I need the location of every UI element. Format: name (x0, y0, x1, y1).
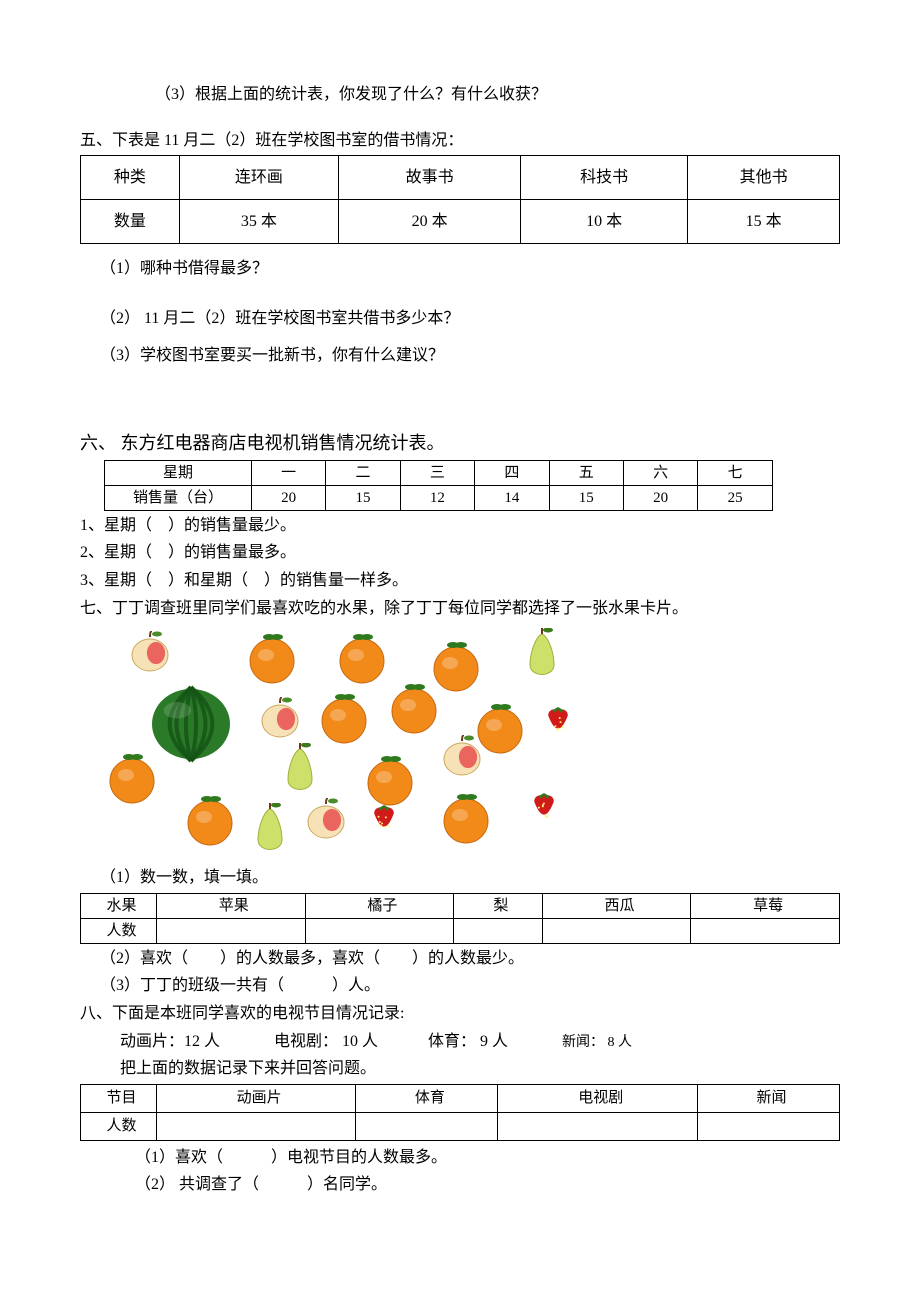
tbl6-r7: 25 (698, 485, 772, 510)
tbl6-h1: 一 (251, 460, 325, 485)
sec7-q3: （3）丁丁的班级一共有（ ）人。 (80, 973, 840, 999)
orange-icon (320, 693, 368, 747)
tbl7-r2 (305, 918, 454, 943)
tbl5-h2: 故事书 (339, 156, 521, 200)
tbl6-r2: 15 (326, 485, 400, 510)
sec8-table: 节目 动画片 体育 电视剧 新闻 人数 (80, 1084, 840, 1141)
apple-icon (442, 735, 482, 783)
tbl6-r0: 销售量（台） (105, 485, 252, 510)
tbl8-r3 (498, 1112, 698, 1140)
tbl8-r0: 人数 (81, 1112, 157, 1140)
sec6-q2: 2、星期（ ）的销售量最多。 (80, 540, 840, 566)
apple-icon (306, 798, 346, 846)
sec5-q1: （1）哪种书借得最多？ (80, 256, 840, 282)
tbl6-h6: 六 (623, 460, 697, 485)
tbl6-h7: 七 (698, 460, 772, 485)
tbl5-r0: 数量 (81, 200, 180, 244)
orange-icon (390, 683, 438, 737)
tbl6-r4: 14 (475, 485, 549, 510)
tbl5-r3: 10 本 (521, 200, 688, 244)
orange-icon (442, 793, 490, 847)
sec8-sport: 体育： 9 人 (428, 1029, 558, 1055)
sec6-q3: 3、星期（ ）和星期（ ）的销售量一样多。 (80, 568, 840, 594)
q3-text: （3）根据上面的统计表，你发现了什么？有什么收获？ (80, 82, 840, 108)
tbl6-h5: 五 (549, 460, 623, 485)
tbl7-r3 (454, 918, 542, 943)
apple-icon (260, 697, 300, 745)
strawberry-icon (544, 705, 572, 740)
sec5-table: 种类 连环画 故事书 科技书 其他书 数量 35 本 20 本 10 本 15 … (80, 155, 840, 244)
sec7-table: 水果 苹果 橘子 梨 西瓜 草莓 人数 (80, 893, 840, 944)
sec8-list: 动画片：12 人 电视剧： 10 人 体育： 9 人 新闻： 8 人 (80, 1029, 840, 1055)
tbl8-r4 (697, 1112, 839, 1140)
sec6-title: 六、 东方红电器商店电视机销售情况统计表。 (80, 429, 840, 458)
apple-icon (130, 631, 170, 679)
orange-icon (338, 633, 386, 687)
tbl8-h2: 体育 (356, 1084, 498, 1112)
tbl7-h0: 水果 (81, 893, 157, 918)
tbl7-r1 (156, 918, 305, 943)
tbl5-h0: 种类 (81, 156, 180, 200)
tbl6-h0: 星期 (105, 460, 252, 485)
tbl6-r3: 12 (400, 485, 474, 510)
tbl8-r1 (156, 1112, 356, 1140)
tbl6-r5: 15 (549, 485, 623, 510)
strawberry-icon (530, 791, 558, 826)
sec7-q2: （2）喜欢（ ）的人数最多，喜欢（ ）的人数最少。 (80, 946, 840, 972)
orange-icon (432, 641, 480, 695)
tbl7-h1: 苹果 (156, 893, 305, 918)
sec8-news: 新闻： 8 人 (562, 1032, 632, 1054)
tbl5-r2: 20 本 (339, 200, 521, 244)
tbl8-r2 (356, 1112, 498, 1140)
sec8-instr: 把上面的数据记录下来并回答问题。 (80, 1056, 840, 1082)
tbl5-h3: 科技书 (521, 156, 688, 200)
sec8-q2: （2） 共调查了（ ）名同学。 (80, 1172, 840, 1198)
tbl7-r0: 人数 (81, 918, 157, 943)
tbl5-h1: 连环画 (179, 156, 338, 200)
watermelon-icon (150, 683, 232, 765)
tbl6-h2: 二 (326, 460, 400, 485)
orange-icon (186, 795, 234, 849)
tbl5-r4: 15 本 (688, 200, 840, 244)
tbl7-h2: 橘子 (305, 893, 454, 918)
sec7-q1: （1）数一数，填一填。 (80, 865, 840, 891)
pear-icon (280, 743, 320, 797)
sec6-table: 星期 一 二 三 四 五 六 七 销售量（台） 20 15 12 14 15 2… (104, 460, 773, 511)
tbl7-h3: 梨 (454, 893, 542, 918)
tbl7-h4: 西瓜 (542, 893, 691, 918)
pear-icon (522, 628, 562, 682)
sec6-q1: 1、星期（ ）的销售量最少。 (80, 513, 840, 539)
orange-icon (108, 753, 156, 807)
tbl7-h5: 草莓 (691, 893, 840, 918)
tbl8-h3: 电视剧 (498, 1084, 698, 1112)
orange-icon (366, 755, 414, 809)
sec5-title: 五、下表是 11 月二（2）班在学校图书室的借书情况： (80, 128, 840, 154)
tbl8-h4: 新闻 (697, 1084, 839, 1112)
sec8-cartoon: 动画片：12 人 (120, 1029, 270, 1055)
fruit-stage (90, 623, 590, 863)
tbl5-r1: 35 本 (179, 200, 338, 244)
tbl5-h4: 其他书 (688, 156, 840, 200)
tbl8-h0: 节目 (81, 1084, 157, 1112)
tbl6-h3: 三 (400, 460, 474, 485)
sec5-q2: （2） 11 月二（2）班在学校图书室共借书多少本？ (80, 306, 840, 332)
sec8-title: 八、下面是本班同学喜欢的电视节目情况记录: (80, 1001, 840, 1027)
tbl6-r6: 20 (623, 485, 697, 510)
sec7-title: 七、丁丁调查班里同学们最喜欢吃的水果，除了丁丁每位同学都选择了一张水果卡片。 (80, 596, 840, 622)
sec8-drama: 电视剧： 10 人 (274, 1029, 424, 1055)
orange-icon (248, 633, 296, 687)
tbl7-r5 (691, 918, 840, 943)
tbl8-h1: 动画片 (156, 1084, 356, 1112)
tbl7-r4 (542, 918, 691, 943)
tbl6-r1: 20 (251, 485, 325, 510)
sec5-q3: （3）学校图书室要买一批新书，你有什么建议？ (80, 343, 840, 369)
pear-icon (250, 803, 290, 857)
tbl6-h4: 四 (475, 460, 549, 485)
orange-icon (476, 703, 524, 757)
sec8-q1: （1）喜欢（ ）电视节目的人数最多。 (80, 1145, 840, 1171)
